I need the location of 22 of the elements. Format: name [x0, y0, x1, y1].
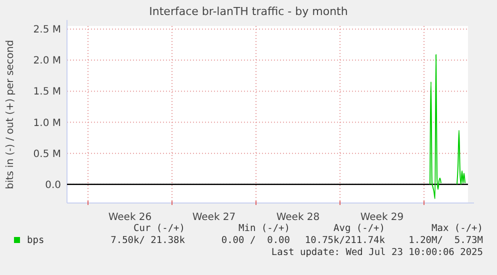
x-tick-label: Week 26 — [108, 212, 152, 223]
text: Max (-/+) — [432, 223, 483, 234]
text: Cur (-/+) — [134, 223, 185, 234]
y-tick-label: 0.5 M — [33, 148, 61, 160]
y-tick-label: 2.5 M — [33, 24, 61, 36]
text: 1.20M/ 5.73M — [408, 235, 484, 246]
text: Min (-/+) — [238, 223, 290, 234]
text: 10.75k/211.74k — [304, 235, 386, 246]
text: 0.00 / 0.00 — [221, 235, 290, 246]
x-tick-label: Week 29 — [360, 212, 404, 223]
chart-title: Interface br-lanTH traffic - by month — [149, 5, 348, 18]
text: Last update: Wed Jul 23 10:00:06 2025 — [271, 247, 483, 258]
text: 7.50k/ 21.38k — [110, 235, 186, 246]
y-tick-label: 0.0 — [45, 180, 61, 191]
x-tick-label: Week 27 — [192, 212, 236, 223]
y-axis-title: bits in (-) / out (+) per second — [5, 40, 16, 190]
y-tick-label: 2.0 M — [33, 56, 61, 67]
x-tick-label: Week 28 — [276, 212, 320, 223]
text: Avg (-/+) — [334, 223, 385, 234]
legend-label: bps — [27, 235, 44, 246]
y-tick-label: 1.5 M — [33, 86, 61, 98]
y-tick-label: 1.0 M — [33, 118, 61, 129]
